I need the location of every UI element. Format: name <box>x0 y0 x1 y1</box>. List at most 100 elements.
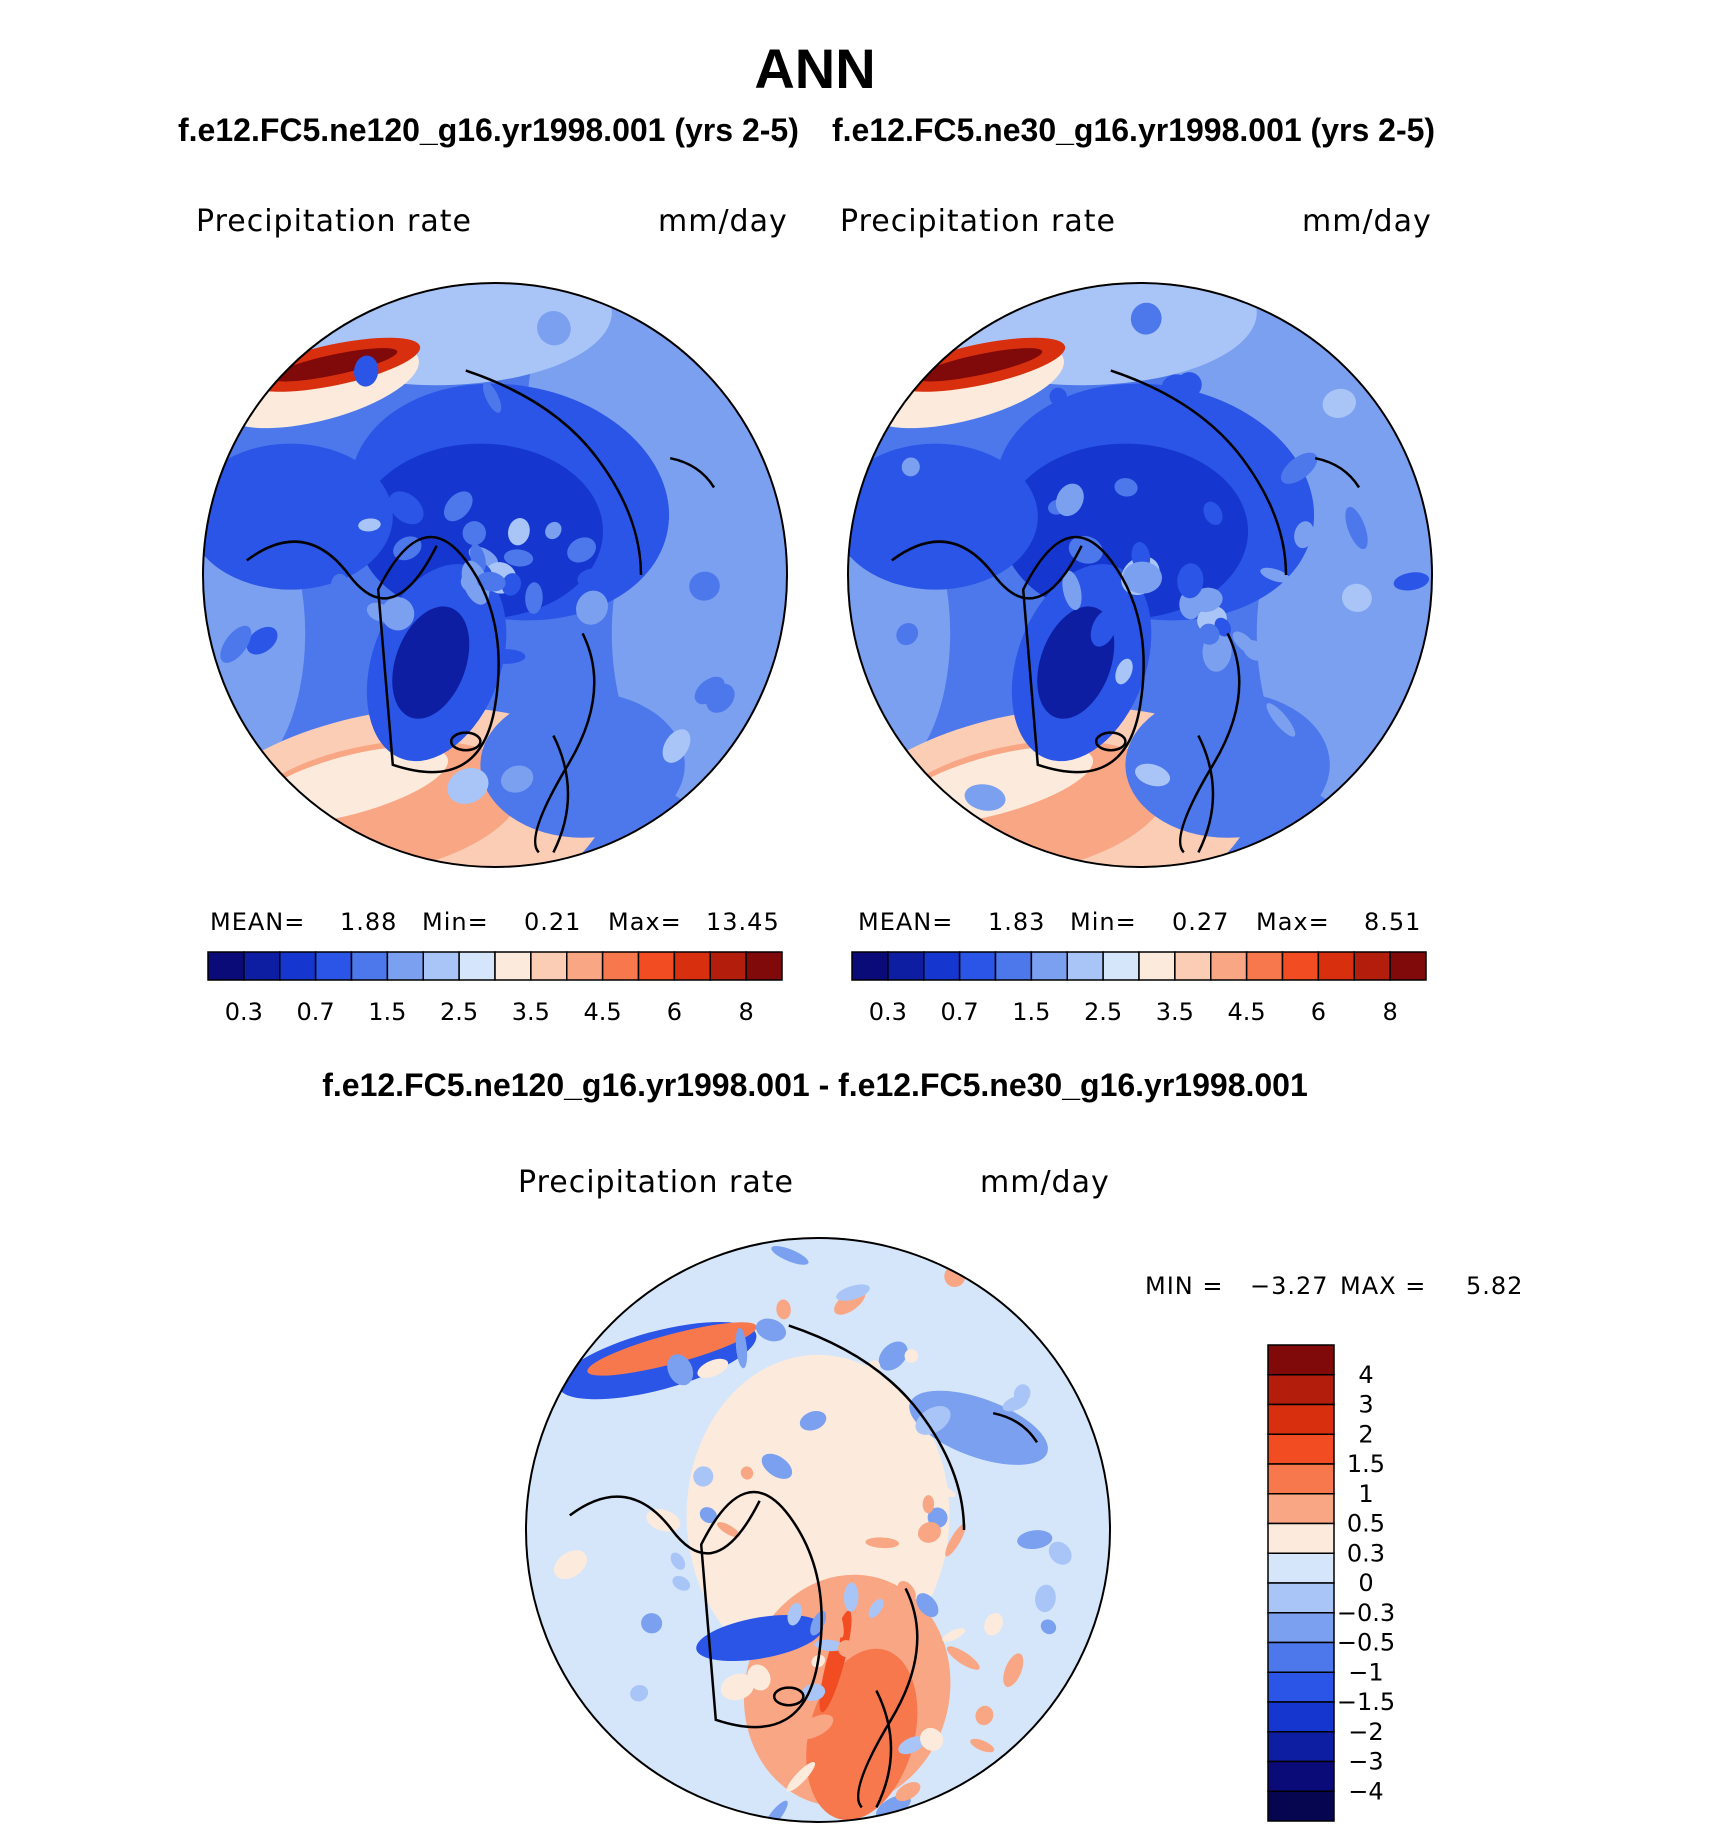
coastline <box>1178 632 1241 854</box>
colorbar-box <box>1267 1522 1335 1554</box>
contour-region <box>220 625 252 663</box>
colorbar-box <box>637 951 676 981</box>
colorbar-tick-label: 0.3 <box>1347 1539 1385 1567</box>
panel-right-max-value: 8.51 <box>1364 908 1422 936</box>
colorbar-tick-label: 0.7 <box>941 998 979 1026</box>
contour-region <box>1393 572 1430 591</box>
coastline <box>376 535 500 774</box>
colorbar-tick-label: 6 <box>1311 998 1326 1026</box>
colorbar-box <box>1138 951 1176 981</box>
colorbar-box <box>887 951 925 981</box>
contour-region <box>670 1552 686 1570</box>
colorbar-tick-label: −2 <box>1348 1718 1383 1746</box>
contour-region <box>868 1598 884 1618</box>
colorbar-box <box>1281 951 1320 981</box>
colorbar-box <box>243 951 281 981</box>
panel-right-max-label: Max= <box>1256 908 1330 936</box>
coastline <box>788 1324 966 1531</box>
contour-region <box>567 537 596 563</box>
contour-region <box>480 691 685 838</box>
contour-region <box>501 573 522 596</box>
contour-region <box>1135 763 1171 787</box>
contour-region <box>819 1610 852 1713</box>
contour-region <box>916 1593 939 1618</box>
contour-region <box>461 560 490 605</box>
colorbar-box <box>1174 951 1212 981</box>
colorbar-box <box>1066 951 1104 981</box>
colorbar-box <box>1245 951 1284 981</box>
colorbar-tick-label: 2.5 <box>1084 998 1122 1026</box>
colorbar-tick-label: 1.5 <box>1347 1450 1385 1478</box>
contour-region <box>693 1466 714 1487</box>
contour-region <box>576 590 608 625</box>
contour-region <box>358 518 381 532</box>
panel-left-variable: Precipitation rate <box>196 204 472 239</box>
contour-region <box>476 571 506 592</box>
contour-region <box>1161 374 1191 398</box>
contour-region <box>1280 452 1318 484</box>
panel-left-max-label: Max= <box>608 908 682 936</box>
contour-region <box>508 518 530 546</box>
coastline <box>699 1490 823 1729</box>
colorbar-box <box>1267 1641 1335 1673</box>
contour-region <box>984 1612 1003 1636</box>
coastline <box>533 632 596 854</box>
contour-region <box>537 310 571 346</box>
contour-region <box>942 1628 966 1642</box>
coastline <box>1110 369 1288 576</box>
contour-region <box>353 355 379 387</box>
contour-region <box>814 1639 845 1652</box>
colorbar-box <box>1317 951 1355 981</box>
contour-region <box>689 571 720 601</box>
contour-region <box>1203 501 1223 526</box>
map-field-1 <box>848 283 1432 867</box>
panel-left-min-label: Min= <box>422 908 489 936</box>
contour-region <box>1115 658 1133 685</box>
contour-region <box>545 521 562 540</box>
coastline-iceland <box>449 731 482 752</box>
colorbar-box <box>566 951 604 981</box>
contour-region <box>946 1646 980 1670</box>
contour-region <box>1345 506 1368 550</box>
contour-region <box>1090 609 1117 647</box>
colorbar-box <box>1267 1790 1335 1822</box>
panel-right-min-value: 0.27 <box>1172 908 1230 936</box>
colorbar-tick-label: −4 <box>1348 1777 1383 1805</box>
contour-region <box>1198 623 1220 645</box>
difference-min-label: MIN = <box>1145 1272 1224 1300</box>
contour-region <box>381 597 415 631</box>
coastline <box>1021 535 1145 774</box>
colorbar-box <box>1353 951 1391 981</box>
colorbar-tick-label: 0.3 <box>869 998 907 1026</box>
colorbar-tick-label: −1.5 <box>1337 1688 1395 1716</box>
contour-region <box>1088 569 1108 601</box>
contour-region <box>895 1781 921 1802</box>
colorbar-tick-label: 3 <box>1358 1391 1373 1419</box>
coastline <box>465 369 643 576</box>
coastline <box>552 735 570 853</box>
contour-region <box>830 1603 844 1638</box>
contour-region <box>799 1410 827 1431</box>
coastline <box>992 1411 1039 1444</box>
contour-region <box>915 1406 951 1435</box>
colorbar-tick-label: 4 <box>1358 1361 1373 1389</box>
contour-region <box>863 1360 881 1381</box>
panel-left-units: mm/day <box>658 204 788 239</box>
colorbar-box <box>207 951 245 981</box>
contour-region <box>717 1522 740 1538</box>
colorbar-tick-label: 1.5 <box>368 998 406 1026</box>
colorbar-box <box>1267 1463 1335 1495</box>
contour-region <box>901 457 920 477</box>
contour-region <box>630 1684 649 1702</box>
contour-region <box>706 683 735 713</box>
contour-region <box>1130 302 1162 335</box>
colorbar-box <box>350 951 389 981</box>
coastline <box>1197 735 1215 853</box>
colorbar-box <box>279 951 317 981</box>
colorbar-tick-label: −0.3 <box>1337 1599 1395 1627</box>
contour-region <box>1062 570 1082 611</box>
contour-region <box>821 1611 841 1646</box>
coastline <box>875 1690 893 1808</box>
contour-region <box>1177 563 1204 599</box>
panel-right-case-title: f.e12.FC5.ne30_g16.yr1998.001 (yrs 2-5) <box>832 112 1436 148</box>
